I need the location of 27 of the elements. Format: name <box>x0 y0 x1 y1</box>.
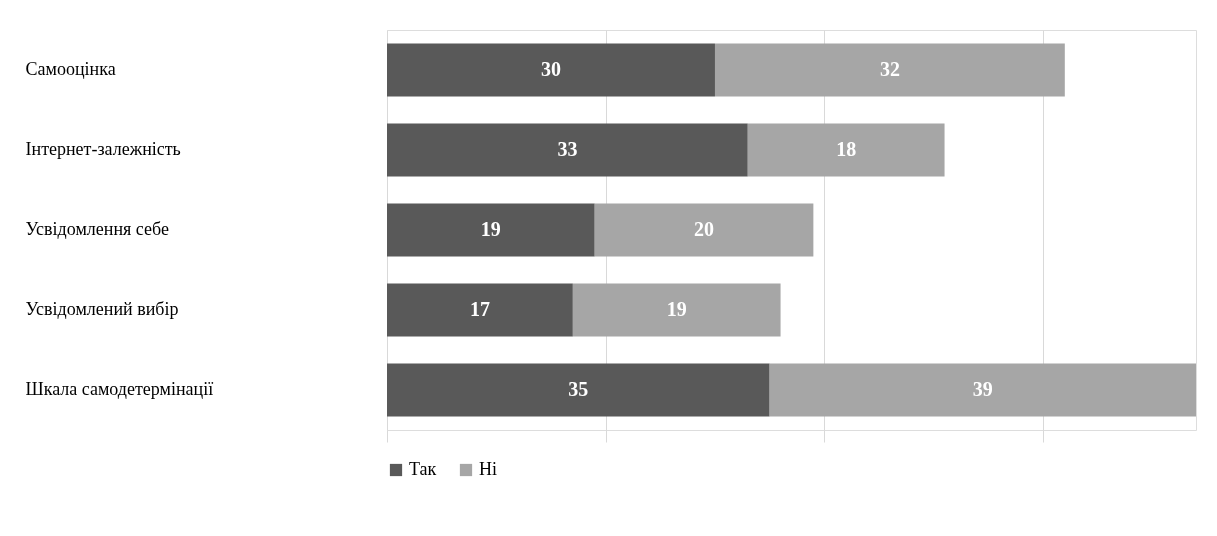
data-label: 35 <box>568 378 589 400</box>
y-tick-label: Усвідомлення себе <box>25 219 169 239</box>
data-label: 17 <box>469 298 490 320</box>
y-tick-label: Інтернет-залежність <box>25 139 181 159</box>
data-label: 32 <box>879 58 900 80</box>
legend-label: Ні <box>479 459 497 479</box>
y-tick-label: Самооцінка <box>25 59 116 79</box>
bar <box>387 123 748 177</box>
bar <box>572 283 781 337</box>
bar <box>387 203 595 257</box>
bar <box>747 123 945 177</box>
y-tick-label: Усвідомлений вибір <box>25 299 179 319</box>
data-label: 30 <box>540 58 561 80</box>
bar <box>714 43 1065 97</box>
bar <box>769 363 1196 417</box>
data-label: 33 <box>557 138 578 160</box>
bar <box>387 283 573 337</box>
data-label: 18 <box>836 138 857 160</box>
legend-label: Так <box>409 459 437 479</box>
data-label: 20 <box>694 218 715 240</box>
y-tick-label: Шкала самодетермінації <box>25 379 214 399</box>
data-label: 19 <box>666 298 687 320</box>
bar <box>387 363 770 417</box>
data-label: 39 <box>972 378 993 400</box>
data-label: 19 <box>480 218 501 240</box>
bar <box>387 43 715 97</box>
bar <box>594 203 814 257</box>
